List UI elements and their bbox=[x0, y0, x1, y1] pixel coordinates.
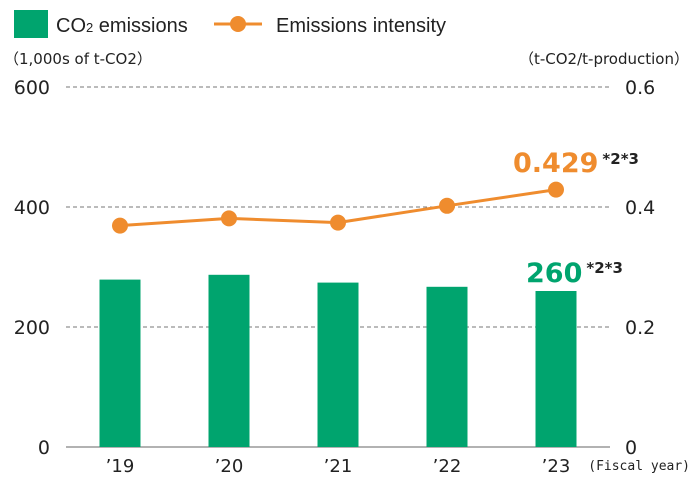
bar-series bbox=[99, 274, 577, 447]
intensity-point bbox=[112, 217, 128, 234]
line-series bbox=[112, 181, 564, 234]
line-value-callout: 0.429 *2*3 bbox=[513, 148, 639, 179]
bar bbox=[426, 286, 468, 447]
bar-value-callout: 260 *2*3 bbox=[526, 258, 623, 289]
y-left-tick-label: 600 bbox=[14, 77, 50, 99]
intensity-point bbox=[548, 181, 564, 198]
intensity-point bbox=[221, 210, 237, 227]
y-right-tick-label: 0.4 bbox=[625, 197, 655, 219]
x-tick-label: ’22 bbox=[433, 456, 462, 477]
legend-bar-label: CO2 emissions bbox=[56, 15, 188, 37]
right-axis-unit: （t-CO2/t-production） bbox=[519, 50, 689, 68]
bar bbox=[208, 274, 250, 447]
y-left-tick-label: 0 bbox=[38, 437, 50, 459]
bar bbox=[317, 282, 359, 447]
intensity-point bbox=[439, 197, 455, 214]
y-right-tick-label: 0.6 bbox=[625, 77, 655, 99]
y-left-tick-label: 400 bbox=[14, 197, 50, 219]
legend: CO2 emissions Emissions intensity bbox=[14, 10, 446, 38]
x-tick-label: ’23 bbox=[542, 456, 571, 477]
x-tick-label: ’19 bbox=[106, 456, 135, 477]
legend-bar-swatch bbox=[14, 10, 48, 38]
x-tick-label: ’21 bbox=[324, 456, 353, 477]
x-axis-unit: (Fiscal year) bbox=[588, 459, 690, 474]
y-right-tick-label: 0 bbox=[625, 437, 637, 459]
bar bbox=[99, 279, 141, 447]
x-tick-label: ’20 bbox=[215, 456, 244, 477]
intensity-point bbox=[330, 214, 346, 231]
y-left-tick-label: 200 bbox=[14, 317, 50, 339]
axis-ticks: 0 0 200 0.2 400 0.4 600 0.6 ’19 ’20 ’21 ’22 ’23 bbox=[14, 77, 655, 477]
legend-line-marker bbox=[230, 16, 246, 32]
left-axis-unit: （1,000s of t-CO2） bbox=[4, 50, 152, 68]
legend-line-label: Emissions intensity bbox=[276, 15, 446, 37]
bar bbox=[535, 291, 577, 447]
y-right-tick-label: 0.2 bbox=[625, 317, 655, 339]
